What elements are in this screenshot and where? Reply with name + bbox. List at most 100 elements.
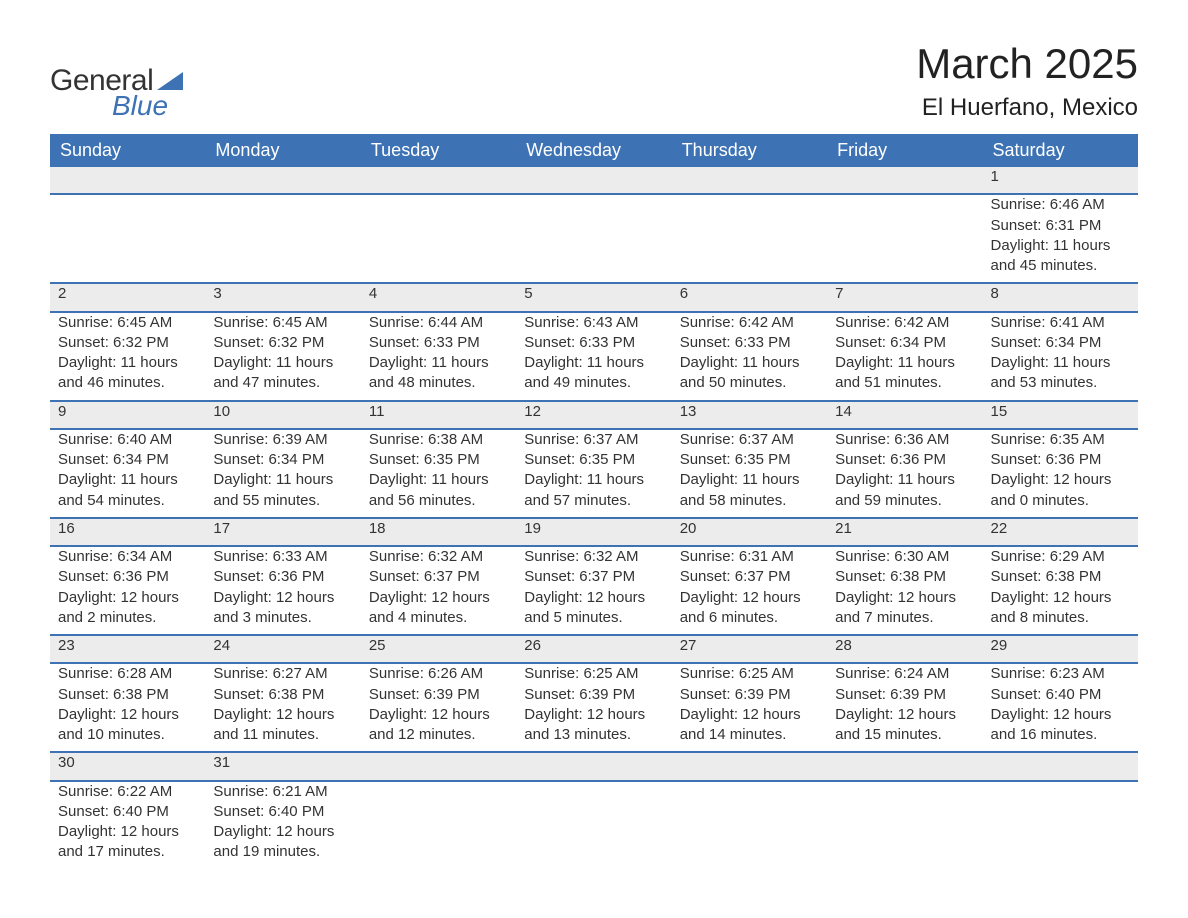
daylight1-text: Daylight: 11 hours [58, 353, 197, 373]
day-number-cell [827, 752, 982, 780]
day-details-cell [361, 194, 516, 283]
daylight1-text: Daylight: 11 hours [680, 470, 819, 490]
sunset-text: Sunset: 6:33 PM [369, 333, 508, 353]
daylight1-text: Daylight: 11 hours [524, 470, 663, 490]
details-row: Sunrise: 6:45 AMSunset: 6:32 PMDaylight:… [50, 312, 1138, 401]
daylight2-text: and 17 minutes. [58, 842, 197, 862]
daylight2-text: and 8 minutes. [991, 608, 1130, 628]
day-number-cell [50, 167, 205, 194]
sunrise-text: Sunrise: 6:39 AM [213, 430, 352, 450]
daylight1-text: Daylight: 12 hours [369, 588, 508, 608]
day-number-cell: 11 [361, 401, 516, 429]
daylight1-text: Daylight: 12 hours [213, 705, 352, 725]
col-friday: Friday [827, 134, 982, 167]
day-number-cell: 10 [205, 401, 360, 429]
day-details-cell: Sunrise: 6:34 AMSunset: 6:36 PMDaylight:… [50, 546, 205, 635]
daynum-row: 3031 [50, 752, 1138, 780]
day-number-cell: 20 [672, 518, 827, 546]
day-number-cell: 24 [205, 635, 360, 663]
day-number-cell [516, 167, 671, 194]
sunrise-text: Sunrise: 6:24 AM [835, 664, 974, 684]
sunrise-text: Sunrise: 6:45 AM [213, 313, 352, 333]
sunrise-text: Sunrise: 6:37 AM [524, 430, 663, 450]
daylight2-text: and 14 minutes. [680, 725, 819, 745]
daynum-row: 2345678 [50, 283, 1138, 311]
sunrise-text: Sunrise: 6:38 AM [369, 430, 508, 450]
sunset-text: Sunset: 6:36 PM [835, 450, 974, 470]
day-details-cell [827, 781, 982, 869]
daylight1-text: Daylight: 11 hours [213, 470, 352, 490]
day-details-cell: Sunrise: 6:41 AMSunset: 6:34 PMDaylight:… [983, 312, 1138, 401]
col-wednesday: Wednesday [516, 134, 671, 167]
daylight2-text: and 51 minutes. [835, 373, 974, 393]
day-number-cell: 26 [516, 635, 671, 663]
sunset-text: Sunset: 6:38 PM [835, 567, 974, 587]
day-details-cell: Sunrise: 6:45 AMSunset: 6:32 PMDaylight:… [50, 312, 205, 401]
daylight1-text: Daylight: 12 hours [991, 588, 1130, 608]
day-details-cell: Sunrise: 6:22 AMSunset: 6:40 PMDaylight:… [50, 781, 205, 869]
daynum-row: 16171819202122 [50, 518, 1138, 546]
day-details-cell: Sunrise: 6:24 AMSunset: 6:39 PMDaylight:… [827, 663, 982, 752]
sunrise-text: Sunrise: 6:25 AM [680, 664, 819, 684]
daylight2-text: and 49 minutes. [524, 373, 663, 393]
day-number-cell: 17 [205, 518, 360, 546]
daylight2-text: and 6 minutes. [680, 608, 819, 628]
day-details-cell: Sunrise: 6:36 AMSunset: 6:36 PMDaylight:… [827, 429, 982, 518]
day-details-cell: Sunrise: 6:33 AMSunset: 6:36 PMDaylight:… [205, 546, 360, 635]
sunrise-text: Sunrise: 6:43 AM [524, 313, 663, 333]
day-details-cell: Sunrise: 6:44 AMSunset: 6:33 PMDaylight:… [361, 312, 516, 401]
daylight1-text: Daylight: 12 hours [58, 705, 197, 725]
daylight1-text: Daylight: 11 hours [369, 470, 508, 490]
daylight1-text: Daylight: 12 hours [524, 705, 663, 725]
sunrise-text: Sunrise: 6:34 AM [58, 547, 197, 567]
day-number-cell: 30 [50, 752, 205, 780]
daylight1-text: Daylight: 11 hours [991, 236, 1130, 256]
day-number-cell [672, 167, 827, 194]
sunset-text: Sunset: 6:38 PM [991, 567, 1130, 587]
day-number-cell [827, 167, 982, 194]
day-details-cell: Sunrise: 6:23 AMSunset: 6:40 PMDaylight:… [983, 663, 1138, 752]
sunset-text: Sunset: 6:36 PM [213, 567, 352, 587]
daylight2-text: and 15 minutes. [835, 725, 974, 745]
sunrise-text: Sunrise: 6:33 AM [213, 547, 352, 567]
sunset-text: Sunset: 6:38 PM [58, 685, 197, 705]
day-number-cell: 27 [672, 635, 827, 663]
day-details-cell: Sunrise: 6:42 AMSunset: 6:33 PMDaylight:… [672, 312, 827, 401]
sunrise-text: Sunrise: 6:29 AM [991, 547, 1130, 567]
col-monday: Monday [205, 134, 360, 167]
sunset-text: Sunset: 6:32 PM [58, 333, 197, 353]
daylight1-text: Daylight: 11 hours [835, 353, 974, 373]
sunrise-text: Sunrise: 6:45 AM [58, 313, 197, 333]
day-number-cell: 31 [205, 752, 360, 780]
daylight1-text: Daylight: 11 hours [991, 353, 1130, 373]
sunset-text: Sunset: 6:34 PM [835, 333, 974, 353]
daylight1-text: Daylight: 12 hours [991, 705, 1130, 725]
sunset-text: Sunset: 6:34 PM [58, 450, 197, 470]
day-details-cell: Sunrise: 6:43 AMSunset: 6:33 PMDaylight:… [516, 312, 671, 401]
daylight1-text: Daylight: 12 hours [58, 588, 197, 608]
day-number-cell: 4 [361, 283, 516, 311]
day-details-cell: Sunrise: 6:32 AMSunset: 6:37 PMDaylight:… [516, 546, 671, 635]
title-block: March 2025 El Huerfano, Mexico [916, 40, 1138, 122]
day-details-cell: Sunrise: 6:25 AMSunset: 6:39 PMDaylight:… [516, 663, 671, 752]
day-details-cell: Sunrise: 6:40 AMSunset: 6:34 PMDaylight:… [50, 429, 205, 518]
sunrise-text: Sunrise: 6:23 AM [991, 664, 1130, 684]
day-number-cell: 28 [827, 635, 982, 663]
day-number-cell: 12 [516, 401, 671, 429]
daylight1-text: Daylight: 12 hours [835, 588, 974, 608]
daylight2-text: and 50 minutes. [680, 373, 819, 393]
day-number-cell: 15 [983, 401, 1138, 429]
daylight1-text: Daylight: 12 hours [213, 822, 352, 842]
sunrise-text: Sunrise: 6:41 AM [991, 313, 1130, 333]
month-title: March 2025 [916, 40, 1138, 88]
weekday-header-row: Sunday Monday Tuesday Wednesday Thursday… [50, 134, 1138, 167]
daylight1-text: Daylight: 12 hours [524, 588, 663, 608]
sunset-text: Sunset: 6:35 PM [369, 450, 508, 470]
daylight1-text: Daylight: 12 hours [991, 470, 1130, 490]
day-details-cell [672, 781, 827, 869]
day-number-cell: 1 [983, 167, 1138, 194]
day-number-cell [672, 752, 827, 780]
daylight2-text: and 0 minutes. [991, 491, 1130, 511]
sunrise-text: Sunrise: 6:31 AM [680, 547, 819, 567]
sunrise-text: Sunrise: 6:22 AM [58, 782, 197, 802]
